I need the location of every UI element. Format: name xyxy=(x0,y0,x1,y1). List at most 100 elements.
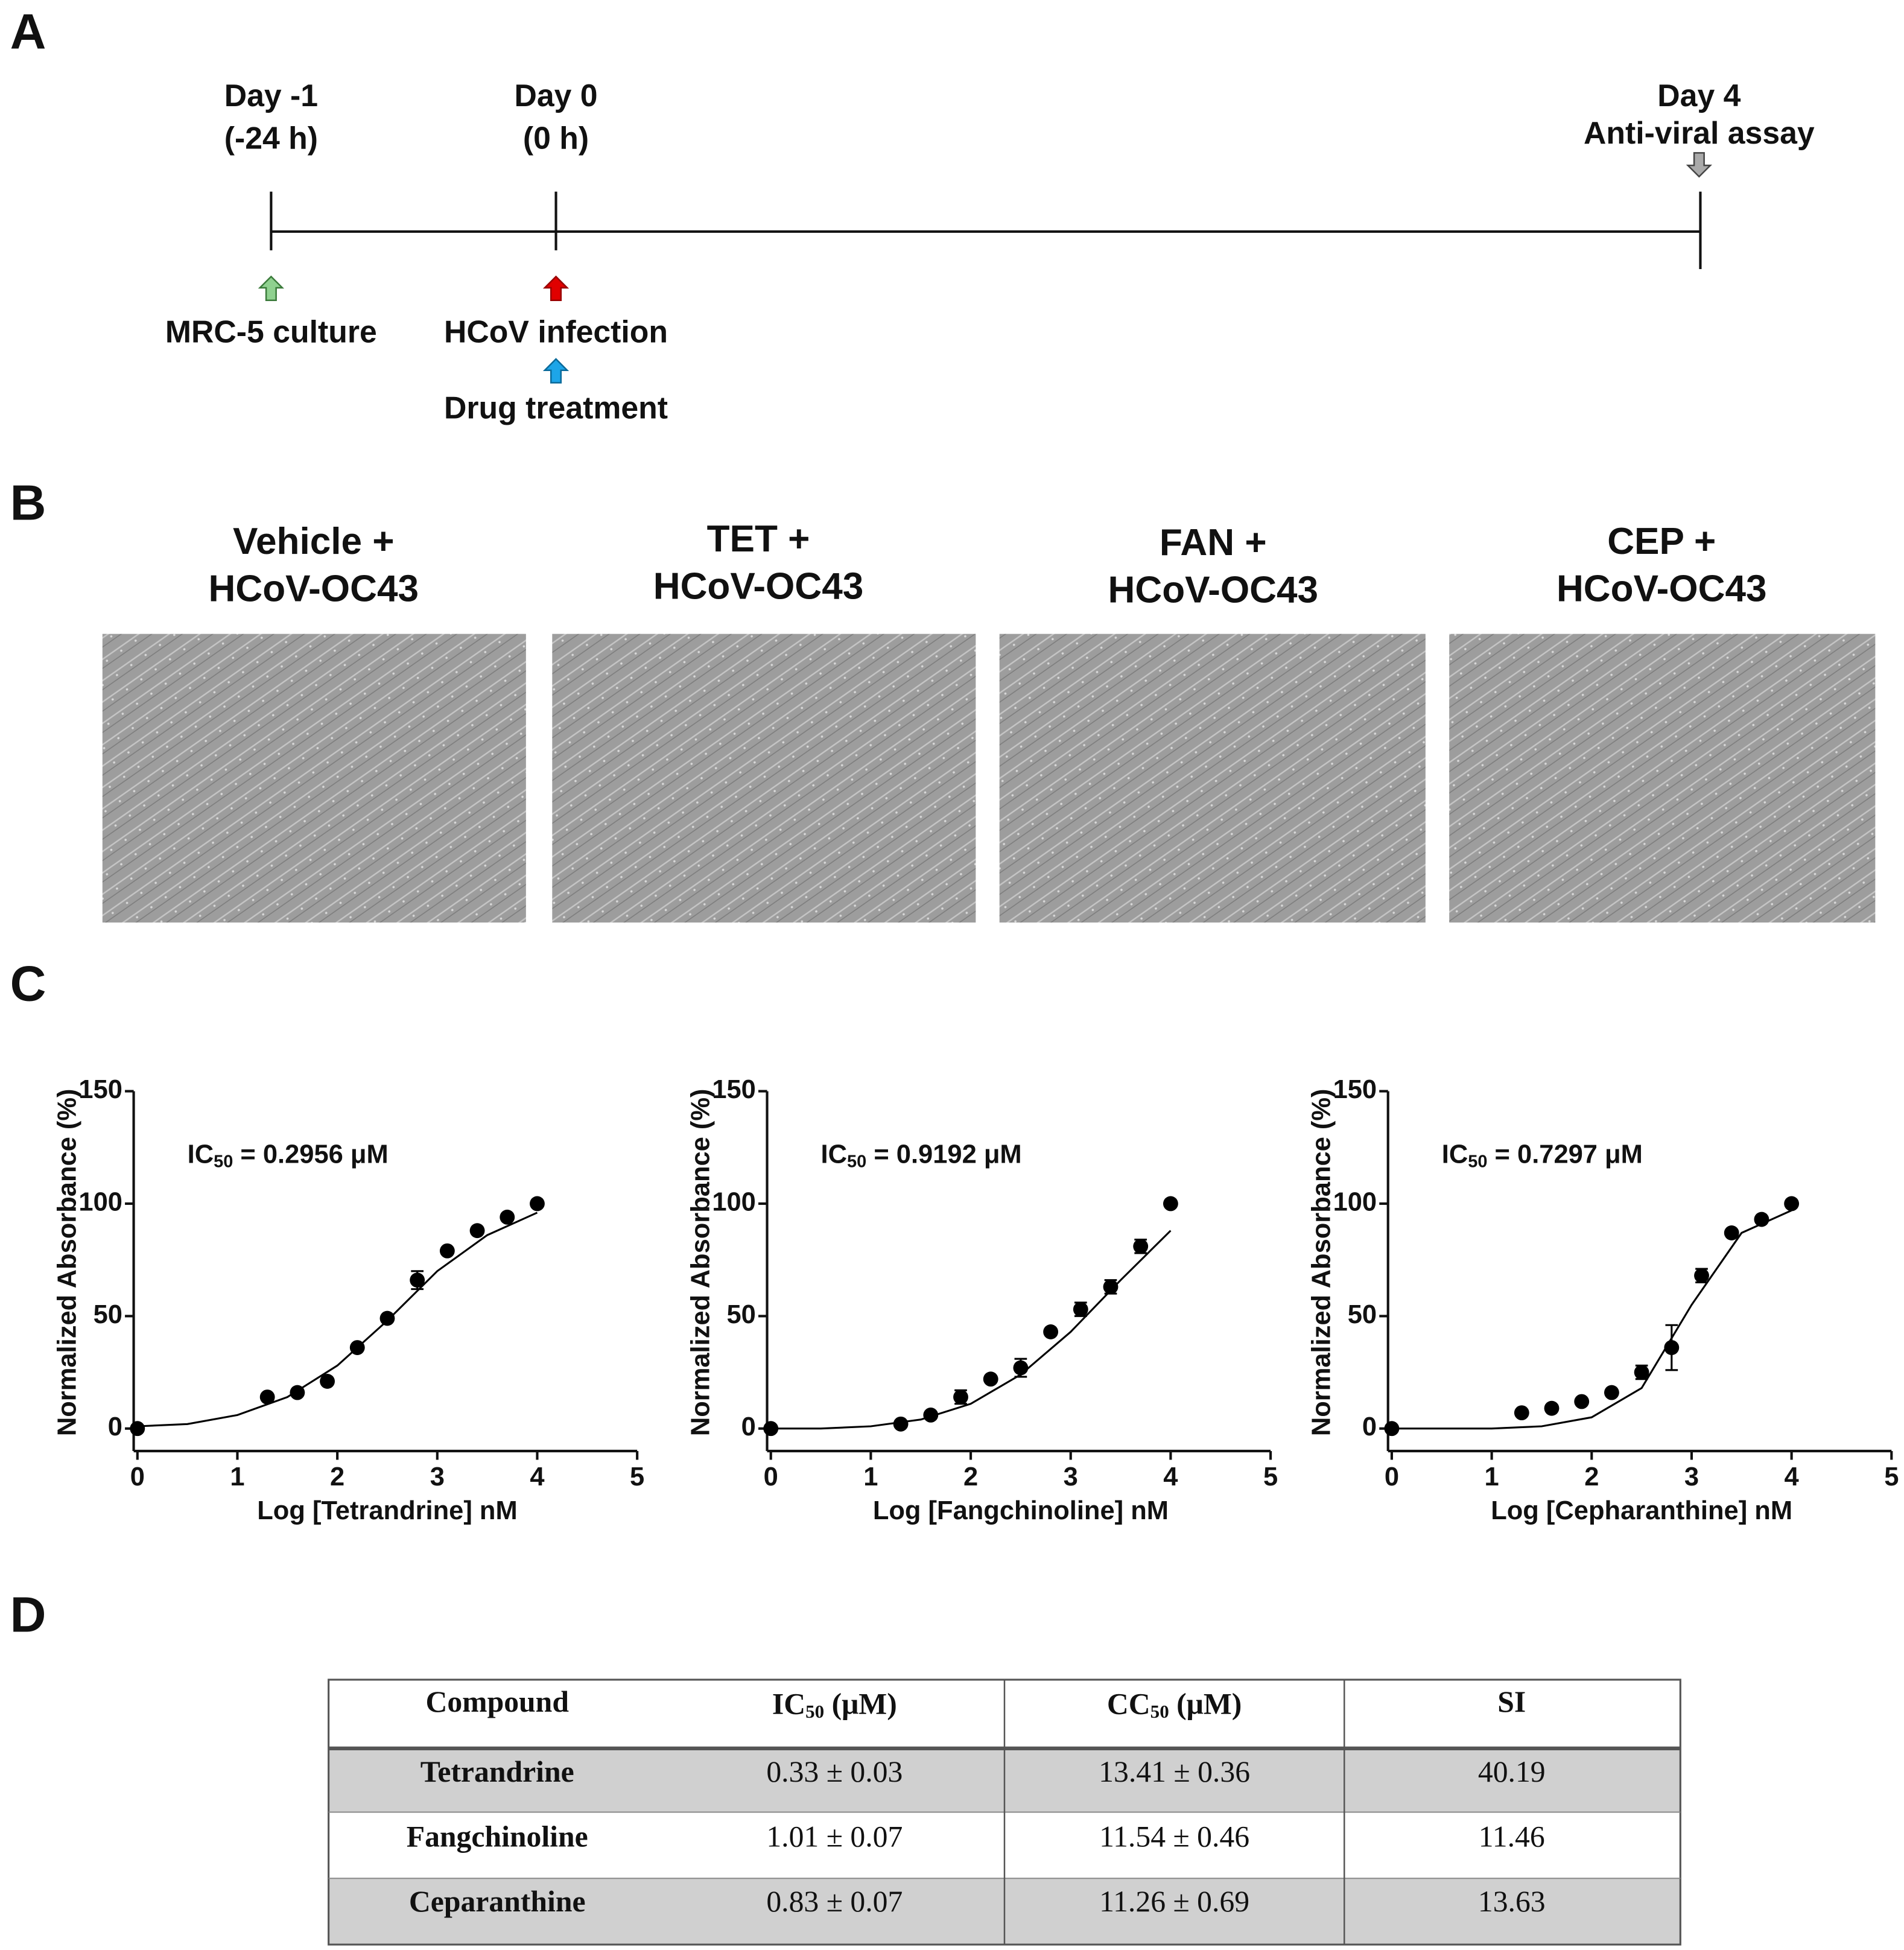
micrograph-title: Vehicle + xyxy=(233,521,395,562)
header-part: IC xyxy=(772,1688,805,1721)
x-axis-label: Log [Tetrandrine] nM xyxy=(257,1496,517,1525)
table-cell: 0.83 ± 0.07 xyxy=(766,1885,903,1918)
fit-curve xyxy=(137,1212,538,1428)
annotation-part: = 0.7297 μM xyxy=(1487,1140,1642,1169)
event-time: Anti-viral assay xyxy=(1584,115,1815,150)
arrow xyxy=(258,275,285,301)
column-header: IC50 (μM) xyxy=(772,1688,897,1722)
x-tick-label: 4 xyxy=(530,1462,544,1491)
header-part: CC xyxy=(1107,1688,1150,1721)
y-tick-label: 100 xyxy=(78,1187,122,1216)
table-body: Tetrandrine 0.33 ± 0.03 13.41 ± 0.36 40.19 F… xyxy=(407,1755,1546,1918)
data-point xyxy=(1784,1196,1800,1212)
arrow xyxy=(542,275,570,301)
column-header: CC50 (μM) xyxy=(1107,1688,1242,1722)
data-point xyxy=(1133,1239,1149,1254)
micrograph-title: HCoV-OC43 xyxy=(1108,570,1319,611)
annotation: IC50 = 0.9192 μM xyxy=(821,1140,1022,1172)
x-tick-label: 2 xyxy=(330,1462,344,1491)
data-point xyxy=(320,1374,335,1389)
data-point xyxy=(1514,1405,1529,1421)
annotation-subscript: 50 xyxy=(1468,1152,1487,1171)
micrograph-title: TET + xyxy=(707,518,810,560)
table-cell: 13.41 ± 0.36 xyxy=(1099,1755,1250,1788)
data-point xyxy=(983,1371,998,1387)
annotation-part: IC xyxy=(188,1140,214,1169)
header-part: (μM) xyxy=(1169,1688,1242,1721)
data-point xyxy=(953,1389,968,1405)
x-tick-label: 1 xyxy=(1485,1462,1499,1491)
x-tick-label: 0 xyxy=(130,1462,145,1491)
y-tick-label: 50 xyxy=(1348,1300,1377,1329)
step-label: Drug treatment xyxy=(444,390,668,425)
event-time: (-24 h) xyxy=(224,120,318,155)
data-point xyxy=(530,1196,545,1212)
data-point xyxy=(1724,1225,1739,1240)
y-tick-label: 150 xyxy=(712,1075,756,1104)
micrograph xyxy=(1449,634,1876,923)
data-point xyxy=(1634,1365,1649,1380)
annotation-subscript: 50 xyxy=(214,1152,233,1171)
event-day: Day 0 xyxy=(514,78,597,113)
table-cell: 11.26 ± 0.69 xyxy=(1099,1885,1249,1918)
y-tick-label: 0 xyxy=(108,1412,122,1441)
y-tick-label: 150 xyxy=(1333,1075,1377,1104)
arrow xyxy=(542,358,570,384)
x-tick-label: 1 xyxy=(863,1462,878,1491)
x-tick-label: 0 xyxy=(764,1462,778,1491)
event-day: Day -1 xyxy=(224,78,318,113)
row-header: Ceparanthine xyxy=(409,1885,586,1918)
table-cell: 11.54 ± 0.46 xyxy=(1099,1820,1249,1853)
x-tick-label: 5 xyxy=(1263,1462,1278,1491)
data-point xyxy=(439,1243,455,1259)
data-point xyxy=(1073,1301,1088,1317)
y-tick-label: 0 xyxy=(741,1412,756,1441)
header-subscript: 50 xyxy=(805,1701,824,1722)
data-point xyxy=(893,1416,909,1432)
y-tick-label: 100 xyxy=(712,1187,756,1216)
x-axis-label: Log [Cepharanthine] nM xyxy=(1491,1496,1792,1525)
y-axis-label: Normalized Absorbance (%) xyxy=(52,1088,81,1436)
y-tick-label: 50 xyxy=(94,1300,122,1329)
data-point xyxy=(410,1272,425,1288)
table-cell: 13.63 xyxy=(1478,1885,1546,1918)
data-point xyxy=(500,1209,515,1225)
table-cell: 1.01 ± 0.07 xyxy=(766,1820,903,1853)
panel-label: D xyxy=(10,1586,46,1642)
data-point xyxy=(469,1223,485,1239)
table-cell: 40.19 xyxy=(1478,1755,1546,1788)
data-point xyxy=(1574,1394,1590,1409)
annotation-subscript: 50 xyxy=(847,1152,866,1171)
data-point xyxy=(1604,1385,1619,1400)
micrograph-title: HCoV-OC43 xyxy=(653,566,864,608)
header-subscript: 50 xyxy=(1150,1701,1169,1722)
x-tick-label: 3 xyxy=(1684,1462,1699,1491)
data-point xyxy=(1163,1196,1178,1212)
annotation-part: IC xyxy=(1442,1140,1468,1169)
arrow xyxy=(1686,152,1713,178)
table-cell: 0.33 ± 0.03 xyxy=(766,1755,903,1788)
annotation-part: = 0.9192 μM xyxy=(866,1140,1021,1169)
table-cell: 11.46 xyxy=(1479,1820,1545,1853)
fit-curve xyxy=(1391,1209,1792,1430)
y-tick-label: 50 xyxy=(727,1300,756,1329)
panel-label: B xyxy=(10,474,46,530)
header-part: (μM) xyxy=(824,1688,897,1721)
x-tick-label: 4 xyxy=(1163,1462,1178,1491)
row-header: Tetrandrine xyxy=(420,1755,574,1788)
event-time: (0 h) xyxy=(523,120,589,155)
y-tick-label: 150 xyxy=(78,1075,122,1104)
column-header: SI xyxy=(1497,1685,1526,1718)
step-label: HCoV infection xyxy=(444,314,668,349)
data-point xyxy=(1013,1360,1029,1376)
data-point xyxy=(379,1310,395,1326)
panel-label: A xyxy=(10,4,46,60)
x-axis-label: Log [Fangchinoline] nM xyxy=(873,1496,1169,1525)
row-header: Fangchinoline xyxy=(407,1820,588,1853)
x-tick-label: 0 xyxy=(1385,1462,1399,1491)
micrograph xyxy=(102,634,526,923)
column-header: Compound xyxy=(425,1685,569,1718)
x-tick-label: 2 xyxy=(963,1462,978,1491)
data-point xyxy=(1103,1279,1119,1295)
